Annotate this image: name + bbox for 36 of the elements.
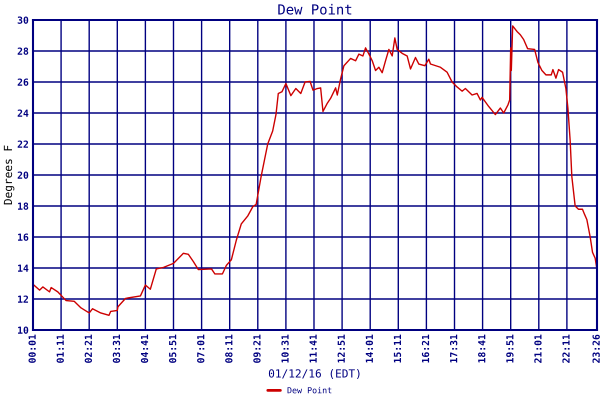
y-tick-label: 14: [18, 264, 28, 272]
x-tick-label: 18:41: [478, 334, 486, 363]
y-axis-title: Degrees F: [4, 146, 14, 204]
x-tick-label: 17:31: [450, 334, 458, 363]
y-tick-label: 18: [18, 202, 28, 210]
x-tick-label: 16:21: [422, 334, 430, 363]
x-tick-label: 11:41: [310, 334, 317, 363]
x-tick-label: 22:11: [562, 334, 570, 363]
x-tick-label: 00:01: [28, 334, 36, 363]
y-tick-label: 30: [18, 16, 28, 24]
chart-title: Dew Point: [278, 4, 352, 15]
x-tick-label: 02:21: [84, 334, 92, 363]
y-tick-label: 28: [18, 47, 28, 55]
x-tick-label: 08:11: [225, 334, 233, 363]
x-tick-label: 14:01: [366, 334, 374, 363]
x-tick-label: 07:01: [197, 334, 204, 363]
x-tick-label: 19:51: [506, 334, 514, 363]
x-tick-label: 03:31: [112, 334, 120, 363]
x-tick-label: 09:21: [253, 334, 261, 363]
x-tick-label: 05:51: [168, 334, 176, 363]
x-tick-label: 15:11: [394, 334, 402, 363]
y-tick-label: 12: [18, 295, 28, 303]
x-tick-label: 21:01: [534, 334, 542, 363]
y-tick-label: 10: [18, 326, 28, 334]
x-tick-label: 23:26: [592, 334, 600, 363]
x-tick-label: 04:41: [140, 334, 148, 363]
x-axis-title: 01/12/16 (EDT): [268, 369, 360, 379]
y-tick-label: 24: [18, 109, 28, 117]
y-tick-label: 26: [18, 78, 28, 86]
x-tick-label: 12:51: [338, 334, 345, 363]
y-tick-label: 16: [18, 233, 28, 241]
legend-label: Dew Point: [288, 386, 332, 394]
x-tick-label: 01:11: [56, 334, 64, 363]
x-tick-label: 10:31: [281, 334, 289, 363]
y-tick-label: 20: [18, 171, 28, 179]
y-tick-label: 22: [18, 140, 28, 148]
